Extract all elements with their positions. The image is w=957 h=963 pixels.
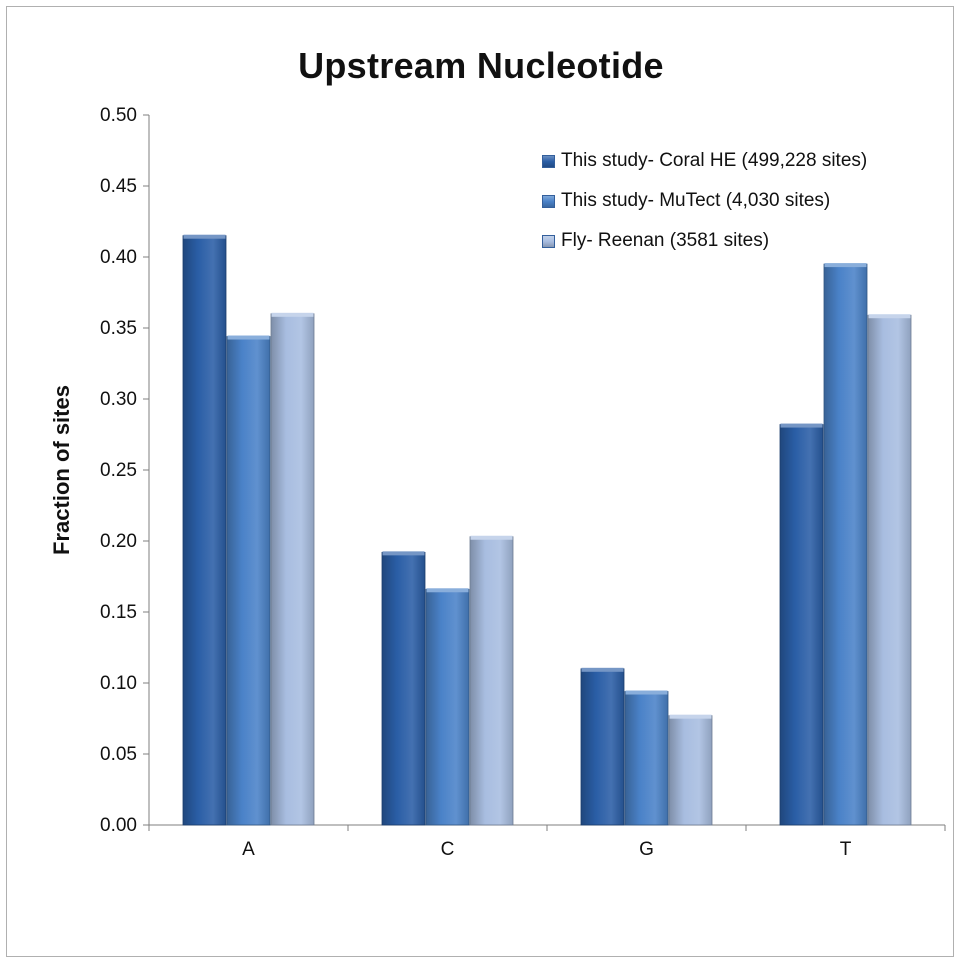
legend-swatch bbox=[542, 234, 555, 248]
bar-body bbox=[425, 588, 470, 826]
y-tick-label: 0.35 bbox=[100, 318, 137, 339]
x-tick-label: C bbox=[441, 839, 455, 860]
bars bbox=[182, 234, 912, 826]
bar-cap bbox=[625, 690, 668, 695]
bar-cap bbox=[581, 667, 624, 672]
legend-swatch bbox=[542, 194, 555, 208]
y-tick-label: 0.45 bbox=[100, 176, 137, 197]
bar-body bbox=[867, 314, 912, 826]
legend-item: Fly- Reenan (3581 sites) bbox=[542, 221, 867, 261]
x-tick-label: G bbox=[639, 839, 654, 860]
bar bbox=[580, 667, 625, 826]
bar bbox=[867, 314, 912, 826]
chart-frame: Upstream Nucleotide 0.00 0.05 0.10 0.15 0.20… bbox=[6, 6, 954, 957]
legend-label: Fly- Reenan (3581 sites) bbox=[561, 230, 770, 251]
legend-swatch bbox=[542, 154, 555, 168]
bar bbox=[779, 423, 824, 826]
bar-body bbox=[823, 263, 868, 826]
bar-cap bbox=[669, 714, 712, 719]
legend-item: This study- MuTect (4,030 sites) bbox=[542, 181, 867, 221]
bar-body bbox=[469, 536, 514, 826]
tick-labels: 0.00 0.05 0.10 0.15 0.20 0.25 0.30 0.35 0.40 0.45… bbox=[49, 105, 852, 860]
legend: This study- Coral HE (499,228 sites) This… bbox=[542, 141, 867, 261]
bar bbox=[823, 263, 868, 826]
bar bbox=[226, 335, 271, 826]
x-tick-label: T bbox=[840, 839, 852, 860]
bar bbox=[381, 551, 426, 826]
legend-label: This study- MuTect (4,030 sites) bbox=[561, 190, 831, 211]
bar-body bbox=[624, 691, 669, 826]
bar bbox=[182, 234, 227, 826]
bar-cap bbox=[868, 314, 911, 319]
y-tick-label: 0.10 bbox=[100, 673, 137, 694]
bar bbox=[469, 535, 514, 826]
bar-body bbox=[580, 668, 625, 826]
legend-item: This study- Coral HE (499,228 sites) bbox=[542, 141, 867, 181]
y-tick-label: 0.50 bbox=[100, 105, 137, 126]
x-tick-label: A bbox=[242, 839, 255, 860]
bar-cap bbox=[227, 335, 270, 340]
chart-plot: 0.00 0.05 0.10 0.15 0.20 0.25 0.30 0.35 0.40 0.45… bbox=[49, 105, 946, 860]
y-axis-title: Fraction of sites bbox=[49, 385, 74, 555]
bar-body bbox=[779, 424, 824, 826]
y-tick-label: 0.20 bbox=[100, 531, 137, 552]
y-tick-label: 0.05 bbox=[100, 744, 137, 765]
y-tick-label: 0.40 bbox=[100, 247, 137, 268]
y-tick-label: 0.00 bbox=[100, 815, 137, 836]
bar-body bbox=[182, 235, 227, 826]
y-tick-label: 0.25 bbox=[100, 460, 137, 481]
bar-cap bbox=[426, 588, 469, 593]
bar-body bbox=[270, 313, 315, 826]
y-tick-label: 0.15 bbox=[100, 602, 137, 623]
bar-cap bbox=[183, 234, 226, 239]
bar-cap bbox=[271, 312, 314, 317]
bar-body bbox=[226, 336, 271, 826]
bar-cap bbox=[780, 423, 823, 428]
bar-cap bbox=[382, 551, 425, 556]
bar-body bbox=[668, 715, 713, 826]
bar bbox=[425, 588, 470, 826]
chart-title: Upstream Nucleotide bbox=[298, 45, 664, 86]
bar-cap bbox=[470, 535, 513, 540]
bar-body bbox=[381, 551, 426, 826]
bar bbox=[270, 312, 315, 826]
bar bbox=[624, 690, 669, 826]
y-tick-label: 0.30 bbox=[100, 389, 137, 410]
legend-label: This study- Coral HE (499,228 sites) bbox=[561, 150, 868, 171]
bar bbox=[668, 714, 713, 826]
bar-cap bbox=[824, 263, 867, 268]
